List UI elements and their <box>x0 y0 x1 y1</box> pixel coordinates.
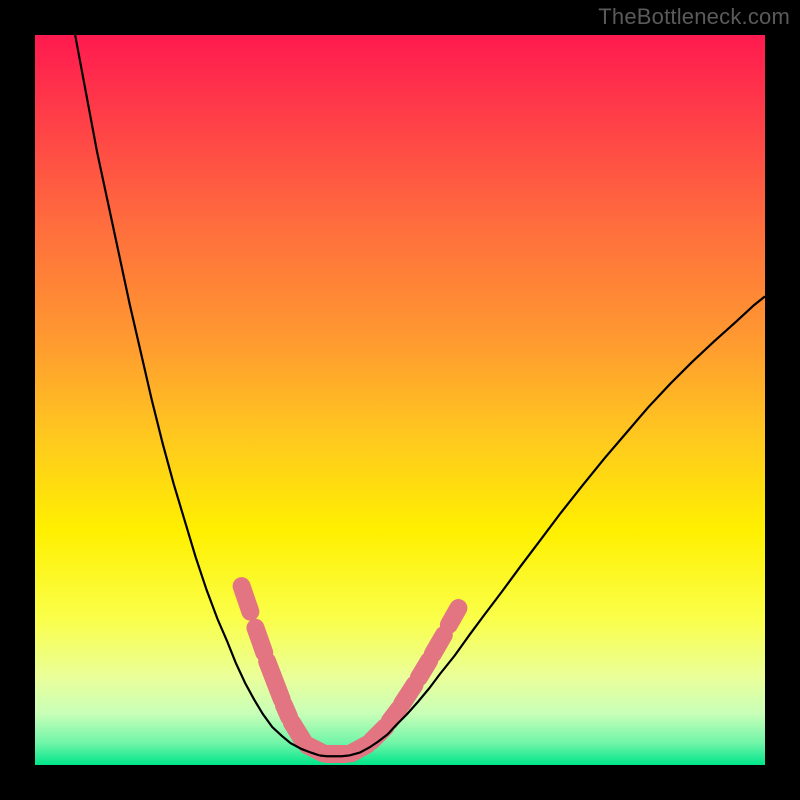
marker-segment <box>419 661 429 678</box>
marker-segment <box>433 635 444 654</box>
marker-segment <box>267 661 282 699</box>
plot-area <box>35 35 765 765</box>
marker-segment <box>390 710 399 722</box>
marker-segment <box>242 586 251 612</box>
marker-segment <box>402 685 414 704</box>
curve-layer <box>35 35 765 765</box>
watermark-text: TheBottleneck.com <box>598 4 790 30</box>
curve-left <box>75 35 320 756</box>
marker-segment <box>255 628 264 653</box>
curve-bottom <box>320 756 349 757</box>
marker-segment <box>449 608 458 625</box>
